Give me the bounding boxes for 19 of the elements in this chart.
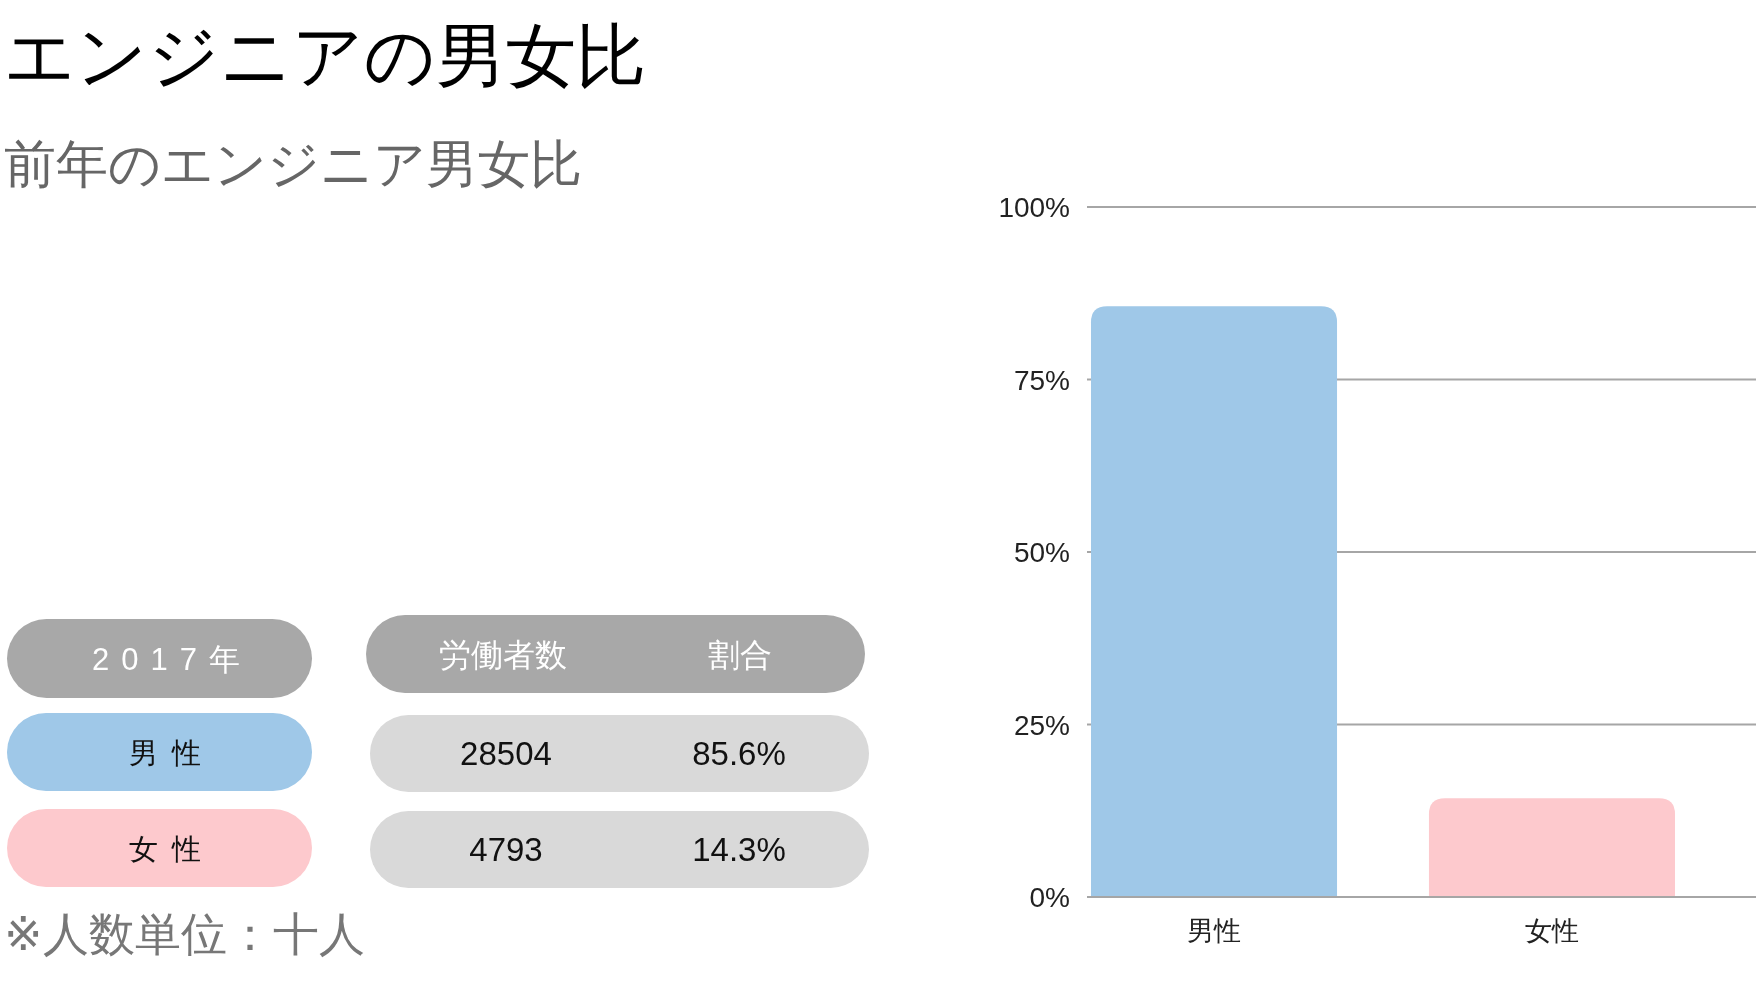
y-tick-label: 50% <box>1013 537 1070 568</box>
table-share: 85.6% <box>692 735 786 772</box>
subtitle: 前年のエンジニア男女比 <box>4 135 582 193</box>
title: エンジニアの男女比 <box>4 17 646 95</box>
x-tick-label: 男性 <box>1187 916 1241 946</box>
y-tick-label: 25% <box>1013 709 1070 741</box>
y-tick-label: 100% <box>998 192 1070 223</box>
y-tick-label: 75% <box>1013 364 1070 396</box>
table-row-label-text: 女性 <box>129 833 215 865</box>
y-tick-label: 0% <box>1029 882 1070 913</box>
x-tick-label: 女性 <box>1525 916 1579 946</box>
table-header-text: 2017年 <box>92 642 252 677</box>
table-share: 14.3% <box>692 831 786 868</box>
table-header-text: 割合 <box>708 637 772 673</box>
table-count: 4793 <box>469 831 543 868</box>
annotation: ※人数単位：十人 <box>4 908 365 960</box>
table-count: 28504 <box>460 735 552 772</box>
table-header-text: 労働者数 <box>439 637 567 673</box>
table-row-label-text: 男性 <box>129 737 215 769</box>
